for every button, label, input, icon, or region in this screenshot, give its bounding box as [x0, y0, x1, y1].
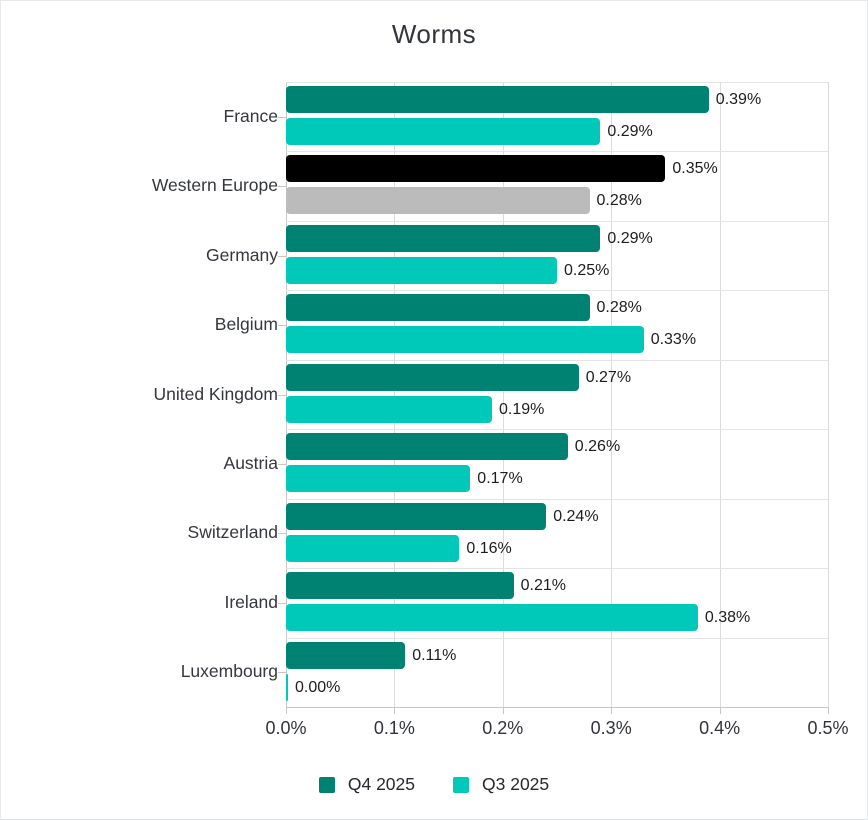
x-axis-tick [394, 707, 396, 714]
plot-area: France 0.39% 0.29% Western Europe 0.35% 0.28%… [152, 82, 849, 738]
legend-item-q3-2025[interactable]: Q3 2025 [453, 774, 549, 795]
gridline [719, 82, 721, 707]
band-separator [286, 568, 828, 570]
x-axis-tick-label: 0.5% [807, 718, 849, 738]
x-axis-tick [719, 707, 721, 714]
bar-q4-2025[interactable] [286, 572, 514, 600]
value-label: 0.21% [520, 577, 566, 595]
category-tick [278, 186, 286, 188]
band-separator [286, 82, 828, 83]
bar-q4-2025[interactable] [286, 502, 547, 530]
category-tick [278, 116, 286, 118]
value-label: 0.17% [477, 470, 523, 488]
bar-q4-2025[interactable] [286, 86, 709, 113]
category-label: France [223, 105, 278, 126]
category-label: Belgium [214, 314, 278, 335]
band-separator [286, 151, 828, 153]
x-axis-tick-label: 0.4% [699, 718, 741, 738]
value-label: 0.33% [650, 331, 697, 349]
value-label: 0.25% [564, 261, 610, 279]
category-label: Switzerland [187, 522, 278, 543]
category-tick [278, 602, 286, 604]
category-tick [278, 255, 286, 257]
category-label: Germany [206, 244, 278, 265]
band-separator [286, 290, 828, 292]
value-label: 0.26% [574, 438, 621, 456]
category-label: Austria [223, 452, 278, 473]
bar-q4-2025[interactable] [286, 433, 568, 461]
legend-label: Q3 2025 [482, 774, 550, 794]
value-label: 0.29% [607, 229, 653, 247]
x-axis-tick-label: 0.0% [265, 718, 307, 738]
value-label: 0.27% [585, 368, 632, 386]
bar-q3-2025[interactable] [286, 534, 460, 562]
x-axis-tick-label: 0.1% [373, 718, 415, 738]
category-label: Western Europe [151, 175, 278, 196]
value-label: 0.11% [412, 646, 457, 664]
value-label: 0.24% [553, 507, 599, 525]
bar-q3-2025[interactable] [286, 118, 601, 145]
bar-q4-2025[interactable] [286, 224, 601, 252]
category-tick [278, 672, 286, 674]
value-label: 0.28% [596, 192, 642, 210]
value-label: 0.35% [672, 160, 718, 178]
bar-q3-2025[interactable] [286, 395, 492, 423]
bar-q4-2025[interactable] [286, 641, 406, 669]
band-separator [286, 498, 828, 500]
value-label: 0.39% [715, 91, 762, 108]
chart-title: Worms [391, 19, 477, 49]
bar-q3-2025[interactable] [286, 673, 288, 701]
bar-q3-2025[interactable] [286, 465, 471, 493]
bar-q4-2025[interactable] [286, 363, 579, 391]
value-label: 0.16% [466, 539, 512, 557]
gridline [502, 82, 504, 707]
value-label: 0.38% [704, 609, 751, 627]
gridline [394, 82, 396, 707]
legend-swatch [318, 776, 335, 793]
category-tick [278, 533, 286, 535]
band-separator [286, 359, 828, 361]
bar-q4-2025[interactable] [286, 294, 590, 322]
value-label: 0.28% [596, 299, 642, 317]
category-label: United Kingdom [153, 383, 278, 404]
value-label: 0.19% [499, 400, 545, 418]
x-axis-tick-label: 0.2% [482, 718, 524, 738]
bar-q3-2025[interactable] [286, 326, 644, 354]
value-label: 0.29% [607, 123, 653, 140]
x-axis-tick [828, 707, 829, 714]
y-axis-line [286, 82, 287, 707]
bar-q3-2025[interactable] [286, 187, 590, 215]
x-axis-tick [611, 707, 613, 714]
bar-q3-2025[interactable] [286, 604, 698, 632]
band-separator [286, 637, 828, 639]
gridline [611, 82, 613, 707]
category-tick [278, 394, 286, 396]
legend-label: Q4 2025 [347, 774, 415, 794]
band-separator [286, 220, 828, 222]
category-tick [278, 325, 286, 327]
legend: Q4 2025 Q3 2025 [1, 774, 867, 795]
gridline [828, 82, 829, 707]
x-axis-line [286, 707, 828, 708]
bar-q3-2025[interactable] [286, 256, 557, 284]
category-tick [278, 463, 286, 465]
x-axis-tick [502, 707, 504, 714]
category-label: Ireland [224, 591, 278, 612]
legend-item-q4-2025[interactable]: Q4 2025 [318, 774, 415, 795]
x-axis-tick [286, 707, 287, 714]
x-axis-tick-label: 0.3% [590, 718, 632, 738]
legend-swatch [453, 776, 469, 793]
value-label: 0.00% [295, 678, 341, 696]
category-label: Luxembourg [180, 661, 278, 682]
bar-q4-2025[interactable] [286, 155, 666, 183]
band-separator [286, 429, 828, 431]
